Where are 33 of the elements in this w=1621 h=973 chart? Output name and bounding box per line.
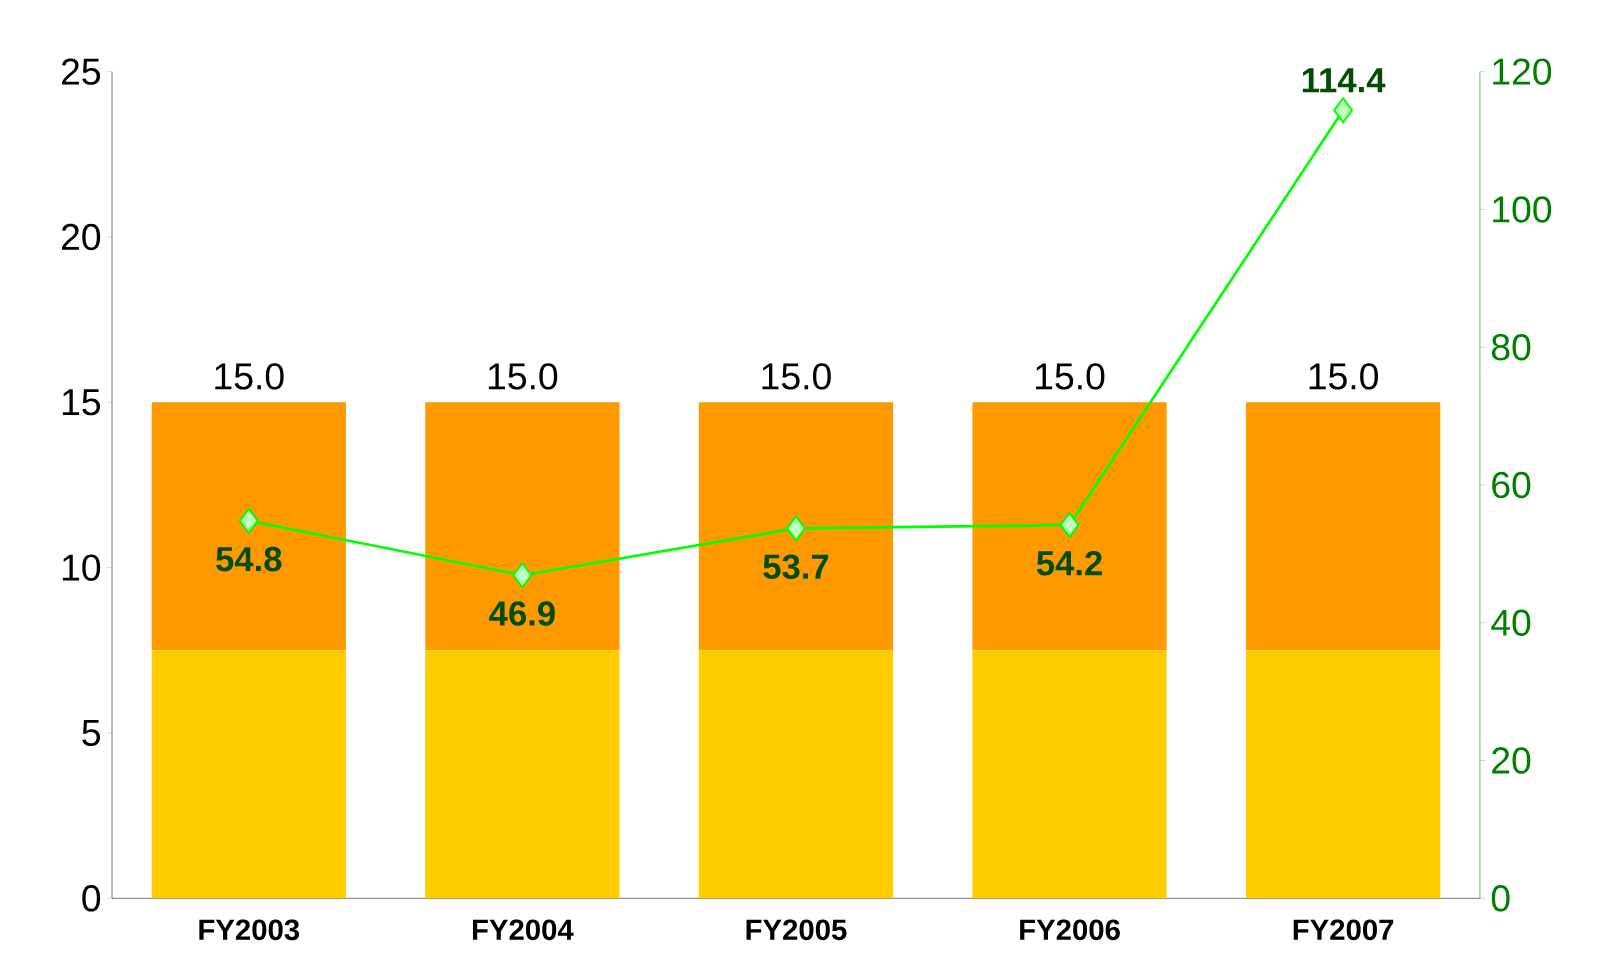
x-tick-label: FY2005	[746, 919, 847, 941]
y2-tick-label: 20	[1492, 747, 1531, 774]
y2-tick-label: 120	[1493, 58, 1552, 85]
y-tick-label: 20	[61, 223, 101, 251]
data-label: 114.4	[1302, 68, 1386, 93]
y2-tick-label: 80	[1491, 334, 1531, 361]
y-tick-label: 5	[82, 719, 101, 746]
total-label: 15.0	[215, 363, 284, 390]
x-tick-label: FY2003	[199, 919, 300, 941]
data-label: 54.2	[1036, 550, 1102, 576]
y-tick-label: 10	[62, 554, 101, 581]
point	[1333, 97, 1354, 124]
total-label: 15.0	[762, 363, 831, 390]
total-label: 15.0	[1036, 363, 1105, 390]
data-label: 54.8	[216, 546, 282, 572]
y2-tick-label: 60	[1492, 471, 1531, 499]
total-label: 15.0	[488, 363, 558, 390]
point	[1059, 511, 1080, 538]
y2-tick-label: 100	[1493, 196, 1552, 223]
data-label: 46.9	[489, 601, 555, 626]
y-tick-label: 25	[61, 58, 101, 85]
x-tick-label: FY2007	[1293, 919, 1394, 941]
y2-tick-label: 0	[1491, 885, 1510, 912]
point	[512, 562, 533, 589]
total-label: 15.0	[1309, 363, 1378, 390]
y2-tick-label: 40	[1491, 609, 1531, 636]
x-tick-label: FY2004	[472, 919, 574, 941]
y-tick-label: 0	[82, 885, 101, 912]
data-label: 53.7	[763, 554, 829, 580]
point	[238, 507, 259, 534]
y-tick-label: 15	[62, 389, 101, 416]
point	[785, 515, 806, 542]
x-tick-label: FY2006	[1020, 919, 1120, 941]
